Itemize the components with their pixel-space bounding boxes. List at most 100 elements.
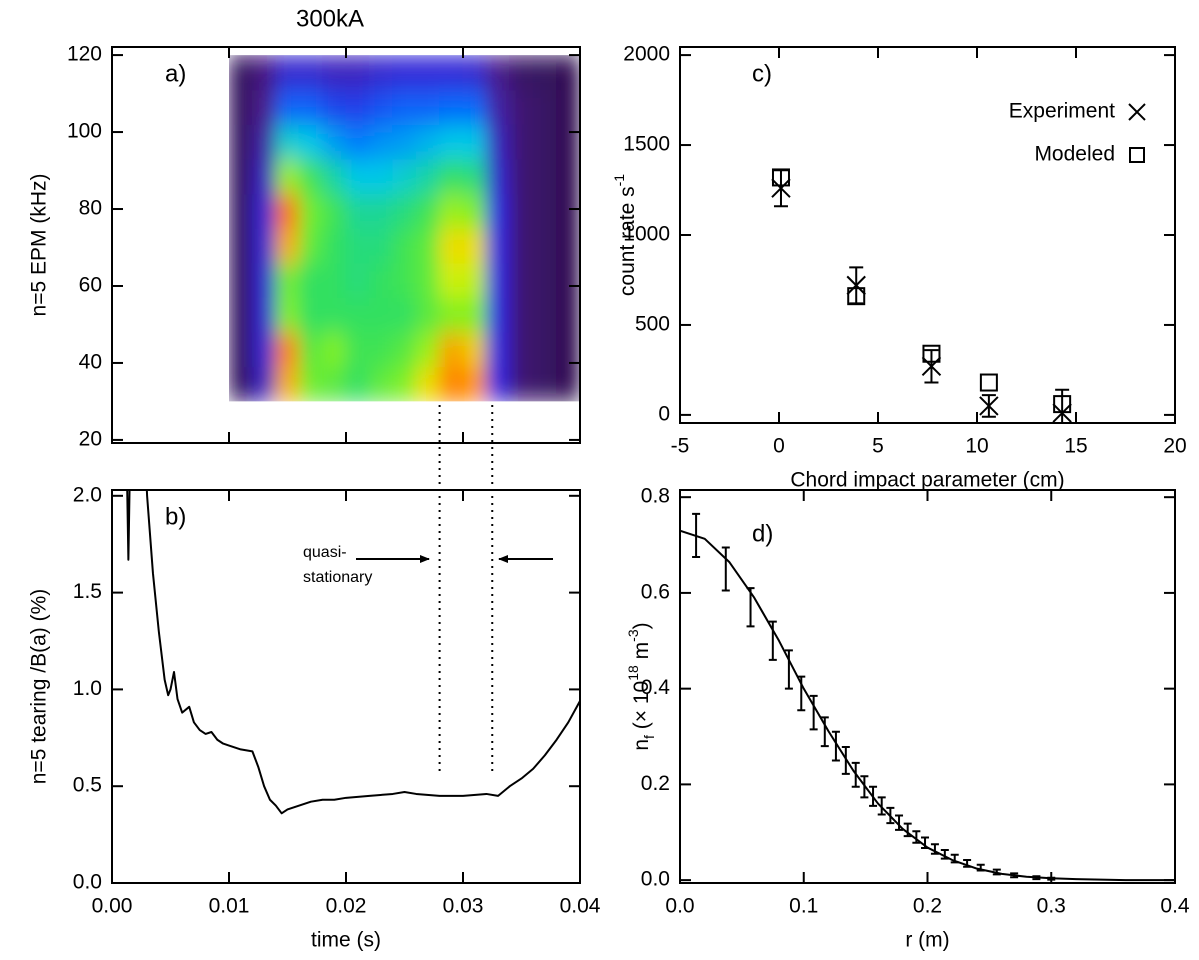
square-marker: [1053, 395, 1072, 414]
heat-cell: [392, 297, 417, 333]
heat-cell: [509, 193, 534, 229]
heat-cell: [439, 331, 464, 368]
error-bar: [976, 863, 985, 872]
heat-cell: [298, 158, 324, 195]
label-part: 18: [625, 665, 641, 681]
label-part: count rate s: [616, 186, 639, 296]
heat-cell: [509, 55, 534, 91]
y-tick-label: 1.5: [73, 580, 102, 603]
heat-cell: [532, 262, 558, 299]
error-bar: [921, 836, 930, 850]
x-marker: [846, 275, 866, 296]
heat-cell: [485, 123, 511, 160]
heat-cell: [322, 366, 347, 402]
y-tick-label: 20: [79, 427, 102, 450]
heat-cell: [275, 55, 300, 91]
label-part: n: [630, 739, 653, 751]
heat-cell: [322, 262, 347, 299]
panel-label: d): [752, 520, 773, 547]
heat-cell: [275, 158, 300, 195]
heat-cell: [532, 158, 558, 195]
label-part: ): [630, 622, 653, 629]
y-axis-label: count rate s-1: [611, 174, 639, 296]
heat-cell: [368, 297, 394, 333]
heat-cell: [229, 262, 253, 299]
heat-cell: [415, 89, 441, 125]
x-marker: [979, 396, 999, 416]
heat-cell: [532, 55, 558, 91]
error-bar: [877, 796, 886, 816]
heat-cell: [532, 366, 558, 402]
heat-cell: [298, 297, 324, 333]
x-tick-label: 0.2: [913, 895, 942, 918]
error-bar: [1010, 872, 1019, 879]
heat-cell: [251, 89, 277, 125]
x-tick-label: 0.3: [1037, 895, 1066, 918]
heat-cell: [368, 123, 394, 160]
x-tick-label: 0.01: [209, 895, 250, 918]
heat-cell: [415, 55, 441, 91]
axes-frame: [679, 489, 1176, 884]
heat-cell: [509, 123, 534, 160]
y-tick-label: 120: [67, 43, 102, 66]
heat-cell: [439, 123, 464, 160]
square-marker: [979, 373, 998, 392]
heat-cell: [275, 123, 300, 160]
heat-cell: [556, 55, 580, 91]
error-bar: [895, 814, 904, 831]
heat-cell: [368, 262, 394, 299]
heat-cell: [415, 193, 441, 229]
heat-cell: [392, 123, 417, 160]
heat-cell: [485, 331, 511, 368]
heat-cell: [322, 193, 347, 229]
y-tick-label: 0.2: [641, 772, 670, 795]
error-bar: [963, 859, 972, 868]
heat-cell: [298, 89, 324, 125]
label-part: -3: [625, 629, 641, 642]
heat-cell: [439, 366, 464, 402]
heat-cell: [229, 297, 253, 333]
x-tick-label: 10: [965, 435, 988, 458]
heat-cell: [229, 227, 253, 264]
error-bar: [950, 853, 959, 864]
heat-cell: [509, 331, 534, 368]
heat-cell: [298, 227, 324, 264]
heat-cell: [532, 297, 558, 333]
x-tick-label: 0.1: [789, 895, 818, 918]
error-bar: [869, 785, 878, 807]
error-bar: [784, 649, 793, 690]
heat-cell: [368, 55, 394, 91]
chart-title: 300kA: [296, 5, 364, 32]
heat-cell: [392, 193, 417, 229]
x-tick-label: 0.00: [92, 895, 133, 918]
heat-cell: [322, 227, 347, 264]
y-tick-label: 0.8: [641, 485, 670, 508]
heat-cell: [485, 366, 511, 402]
heat-cell: [509, 297, 534, 333]
legend-marker: [1129, 147, 1145, 163]
plot-area: [771, 168, 1072, 423]
legend-label: Experiment: [1009, 100, 1115, 123]
label-part: (× 10: [630, 681, 653, 735]
heat-cell: [509, 89, 534, 125]
heat-cell: [462, 262, 487, 299]
y-tick-label: 2000: [623, 43, 670, 66]
heat-cell: [556, 123, 580, 160]
y-tick-label: 500: [635, 312, 670, 335]
x-marker: [921, 356, 942, 377]
error-bar: [721, 546, 730, 592]
heat-cell: [298, 262, 324, 299]
y-tick-label: 0.0: [641, 868, 670, 891]
heat-cell: [322, 89, 347, 125]
heat-cell: [392, 89, 417, 125]
heat-cell: [275, 89, 300, 125]
heat-cell: [345, 227, 370, 264]
y-tick-label: 1500: [623, 133, 670, 156]
heat-cell: [251, 123, 277, 160]
heat-cell: [532, 193, 558, 229]
heat-cell: [532, 331, 558, 368]
heat-cell: [298, 366, 324, 402]
x-axis-label: time (s): [311, 929, 381, 952]
error-bar: [903, 822, 912, 838]
data-line: [680, 529, 1175, 882]
